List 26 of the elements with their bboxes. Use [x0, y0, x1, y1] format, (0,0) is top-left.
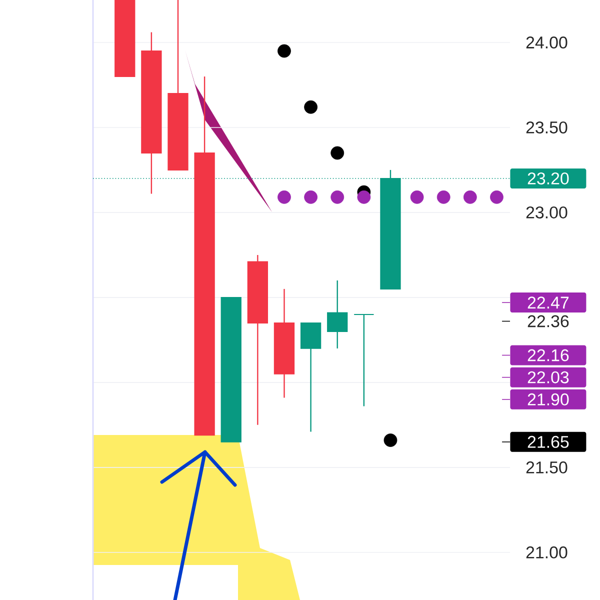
- point: [436, 190, 450, 204]
- point: [490, 190, 504, 204]
- point: [278, 190, 291, 204]
- ref-line-label: 21.90: [528, 393, 569, 406]
- y-tick-label: 21.50: [526, 461, 568, 474]
- y-tick-label: 24.00: [526, 36, 568, 48]
- point: [330, 146, 344, 160]
- point: [384, 434, 398, 447]
- ref-line-label: 22.36: [528, 315, 569, 328]
- point: [410, 190, 424, 204]
- ref-line-label: 22.03: [528, 371, 569, 384]
- ref-line-label: 21.65: [528, 436, 569, 448]
- ref-line-label: 22.47: [528, 296, 569, 308]
- point: [278, 44, 291, 58]
- y-tick-label: 21.00: [526, 546, 568, 558]
- y-tick-label: 23.00: [526, 206, 568, 218]
- ref-line-label: 22.16: [528, 349, 569, 362]
- point: [357, 190, 371, 204]
- point: [304, 190, 318, 204]
- y-tick-label: 23.50: [526, 121, 568, 134]
- point: [463, 190, 477, 204]
- point: [304, 100, 318, 114]
- point: [330, 190, 344, 204]
- candlestick: [354, 314, 374, 407]
- candlestick: [327, 280, 348, 350]
- ref-line-label: 23.20: [528, 172, 569, 184]
